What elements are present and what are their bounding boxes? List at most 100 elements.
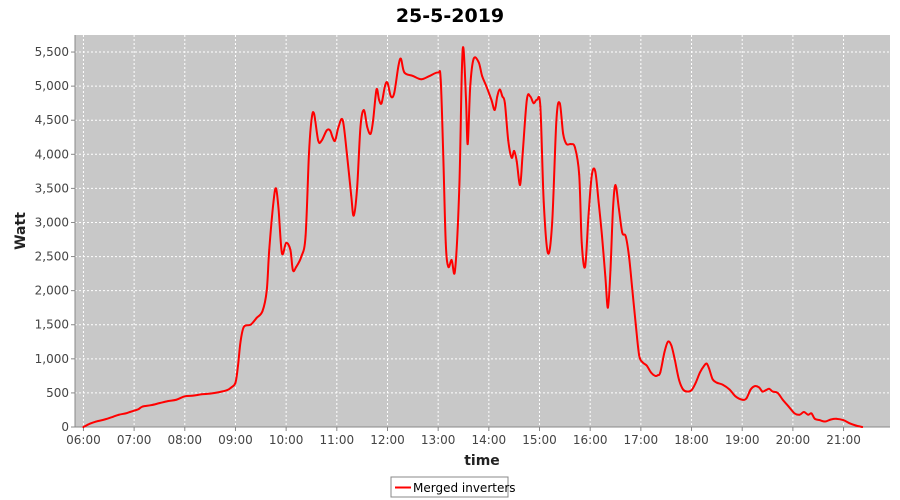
data-point — [389, 95, 392, 98]
x-tick-label: 07:00 — [117, 433, 152, 447]
data-point — [167, 400, 169, 402]
data-point — [469, 85, 472, 88]
data-point — [450, 259, 453, 261]
data-point — [337, 126, 340, 128]
data-point — [277, 207, 280, 210]
data-point — [493, 109, 496, 111]
data-point — [175, 398, 178, 401]
data-point — [380, 102, 383, 105]
data-point — [503, 102, 506, 105]
y-tick-label: 4,000 — [35, 147, 69, 161]
x-tick-label: 17:00 — [624, 433, 659, 447]
data-point — [292, 269, 294, 272]
data-point — [118, 413, 120, 416]
data-point — [842, 419, 845, 422]
y-tick-label: 4,500 — [35, 113, 69, 127]
data-point — [366, 126, 369, 128]
data-point — [192, 394, 195, 397]
series-line — [82, 46, 864, 428]
data-point — [551, 221, 554, 224]
x-tick-label: 18:00 — [674, 433, 709, 447]
data-point — [234, 381, 237, 384]
data-point — [372, 119, 375, 122]
y-tick-label: 1,000 — [35, 352, 69, 366]
data-point — [217, 391, 220, 394]
data-point — [715, 381, 718, 384]
x-tick-label: 10:00 — [269, 433, 304, 447]
data-point — [356, 187, 358, 190]
data-point — [472, 57, 475, 60]
data-point — [304, 235, 307, 238]
data-point — [334, 139, 337, 142]
chart-title: 25-5-2019 — [396, 5, 504, 27]
data-point — [612, 207, 614, 210]
data-point — [510, 156, 513, 159]
data-point — [703, 364, 706, 367]
data-point — [268, 248, 271, 251]
data-point — [230, 386, 233, 389]
legend-box — [390, 476, 509, 498]
plot-area — [75, 35, 890, 427]
data-point — [590, 173, 593, 176]
data-point — [624, 235, 627, 238]
data-point — [824, 420, 826, 423]
data-point — [562, 132, 565, 135]
data-point — [521, 153, 524, 156]
data-point — [437, 71, 440, 74]
x-tick-label: 16:00 — [573, 433, 608, 447]
data-point — [708, 368, 711, 370]
data-point — [458, 187, 461, 190]
data-point — [677, 378, 680, 381]
data-point — [369, 132, 372, 135]
data-point — [442, 153, 445, 156]
y-axis-label: Watt — [13, 212, 29, 250]
data-point — [699, 371, 701, 374]
x-tick-label: 11:00 — [320, 433, 355, 447]
data-point — [607, 306, 609, 309]
data-point — [539, 105, 542, 108]
data-point — [631, 289, 634, 292]
data-point — [793, 412, 796, 415]
data-point — [466, 143, 469, 145]
x-tick-label: 13:00 — [421, 433, 456, 447]
data-point — [350, 194, 353, 197]
data-point — [569, 143, 572, 145]
grid — [75, 35, 890, 428]
data-point — [532, 102, 535, 105]
data-point — [150, 404, 152, 407]
data-point — [400, 57, 402, 60]
data-point — [515, 160, 518, 163]
data-point — [490, 98, 493, 101]
data-point — [275, 187, 277, 190]
data-point — [758, 386, 760, 389]
data-point — [673, 357, 676, 360]
data-point — [313, 112, 315, 115]
data-point — [300, 255, 303, 258]
data-point — [261, 310, 264, 312]
x-tick-label: 06:00 — [66, 433, 101, 447]
data-point — [454, 269, 456, 272]
data-point — [498, 88, 501, 91]
data-point — [618, 207, 620, 210]
x-axis-label: time — [464, 453, 500, 469]
data-point — [95, 420, 98, 423]
data-point — [403, 71, 406, 74]
data-point — [771, 390, 774, 393]
legend: Merged inverters — [390, 476, 516, 498]
data-point — [501, 95, 504, 98]
data-point — [650, 371, 652, 374]
data-point — [810, 412, 813, 415]
data-point — [460, 71, 463, 74]
data-point — [578, 173, 581, 176]
data-point — [682, 388, 684, 391]
data-point — [444, 242, 447, 244]
data-point — [183, 395, 186, 398]
data-point — [547, 252, 549, 255]
data-point — [776, 392, 779, 394]
data-point — [308, 153, 310, 156]
data-point — [813, 417, 816, 420]
x-axis: 06:00 07:00 08:00 09:00 10:00 11:00 12:00 13:00… — [66, 426, 890, 447]
data-point — [597, 201, 600, 203]
data-point — [634, 323, 637, 326]
